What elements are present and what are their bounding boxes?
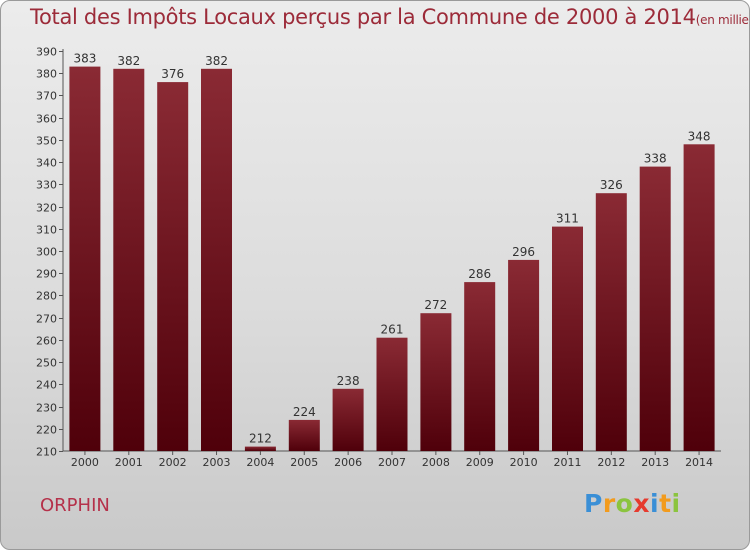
- x-tick-label-2013: 2013: [641, 456, 669, 469]
- data-label-2014: 348: [688, 129, 711, 143]
- x-tick-label-2004: 2004: [246, 456, 274, 469]
- bar-2002: [157, 82, 189, 451]
- data-label-2001: 382: [117, 54, 140, 68]
- y-tick-label-270: 270: [36, 313, 57, 326]
- x-tick-label-2000: 2000: [71, 456, 99, 469]
- y-tick-label-310: 310: [36, 224, 57, 237]
- x-tick-label-2008: 2008: [422, 456, 450, 469]
- x-tick-label-2005: 2005: [290, 456, 318, 469]
- chart-unit-label: (en milliers d'€): [695, 13, 749, 27]
- y-tick-label-290: 290: [36, 268, 57, 281]
- data-label-2010: 296: [512, 245, 535, 259]
- bar-2013: [639, 166, 671, 451]
- bar-2001: [113, 68, 145, 452]
- logo-letter-5: t: [659, 489, 672, 518]
- commune-name: ORPHIN: [40, 495, 110, 516]
- x-tick-label-2002: 2002: [159, 456, 187, 469]
- x-tick-label-2009: 2009: [466, 456, 494, 469]
- x-tick-label-2006: 2006: [334, 456, 362, 469]
- x-tick-label-2010: 2010: [510, 456, 538, 469]
- bar-2012: [595, 193, 627, 451]
- bar-2010: [508, 259, 540, 451]
- y-tick-label-350: 350: [36, 135, 57, 148]
- y-tick-label-230: 230: [36, 402, 57, 415]
- bar-2007: [376, 337, 408, 451]
- y-tick-label-320: 320: [36, 202, 57, 215]
- data-label-2012: 326: [600, 178, 623, 192]
- y-tick-label-250: 250: [36, 357, 57, 370]
- y-tick-label-280: 280: [36, 290, 57, 303]
- data-label-2013: 338: [644, 152, 667, 166]
- data-label-2009: 286: [468, 267, 491, 281]
- logo-letter-1: r: [602, 489, 616, 518]
- data-label-2006: 238: [337, 374, 360, 388]
- chart-title-text: Total des Impôts Locaux perçus par la Co…: [30, 5, 696, 29]
- data-label-2000: 383: [73, 52, 96, 66]
- data-labels: 383 382 376 382 212 224 238 261 272 286 296 311 326 3…: [73, 52, 710, 446]
- bars: [69, 66, 715, 452]
- chart-title: Total des Impôts Locaux perçus par la Co…: [30, 5, 749, 29]
- y-tick-label-210: 210: [36, 446, 57, 459]
- bar-2003: [201, 68, 232, 452]
- y-tick-label-370: 370: [36, 90, 57, 103]
- data-label-2011: 311: [556, 212, 579, 226]
- data-label-2005: 224: [293, 405, 316, 419]
- x-tick-label-2007: 2007: [378, 456, 406, 469]
- bar-2008: [420, 313, 452, 451]
- logo-letter-4: i: [650, 489, 660, 518]
- y-tick-label-240: 240: [36, 379, 57, 392]
- bar-2006: [332, 388, 364, 451]
- y-tick-label-300: 300: [36, 246, 57, 259]
- x-tick-label-2011: 2011: [553, 456, 581, 469]
- logo-letter-6: i: [671, 489, 681, 518]
- axes: 210 220 230 240 250 260 270 280 290 300 310 320 330 3…: [36, 46, 721, 469]
- y-tick-label-330: 330: [36, 179, 57, 192]
- y-tick-label-390: 390: [36, 46, 57, 59]
- logo-letter-2: o: [615, 489, 634, 518]
- y-tick-label-360: 360: [36, 113, 57, 126]
- x-tick-label-2014: 2014: [685, 456, 713, 469]
- bar-2004: [244, 446, 276, 451]
- x-tick-label-2012: 2012: [597, 456, 625, 469]
- logo-letter-0: P: [584, 489, 603, 518]
- bar-2005: [288, 419, 320, 451]
- data-label-2007: 261: [381, 323, 404, 337]
- x-tick-label-2003: 2003: [203, 456, 231, 469]
- data-label-2008: 272: [424, 298, 447, 312]
- logo-letter-3: x: [633, 489, 650, 518]
- x-tick-label-2001: 2001: [115, 456, 143, 469]
- y-tick-label-220: 220: [36, 424, 57, 437]
- bar-2014: [683, 144, 715, 452]
- y-tick-label-380: 380: [36, 68, 57, 81]
- data-label-2002: 376: [161, 67, 184, 81]
- bar-2009: [464, 282, 496, 451]
- y-tick-label-260: 260: [36, 335, 57, 348]
- bar-2000: [69, 66, 101, 451]
- bar-2011: [552, 226, 583, 451]
- y-tick-label-340: 340: [36, 157, 57, 170]
- proxiti-logo[interactable]: Proxiti: [584, 489, 681, 518]
- data-label-2003: 382: [205, 54, 228, 68]
- data-label-2004: 212: [249, 432, 272, 446]
